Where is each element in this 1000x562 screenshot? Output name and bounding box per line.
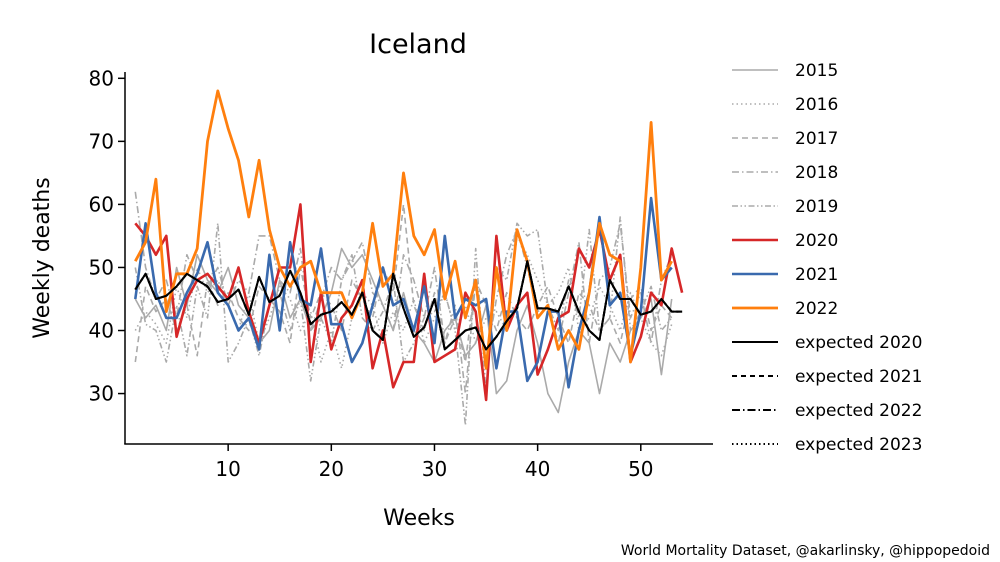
chart-title: Iceland xyxy=(369,29,467,60)
x-tick-label: 20 xyxy=(319,457,344,481)
legend-label-2022: 2022 xyxy=(795,299,838,319)
legend-label-expected-2023: expected 2023 xyxy=(795,435,922,455)
y-tick-label: 30 xyxy=(89,382,114,406)
credit-text: World Mortality Dataset, @akarlinsky, @h… xyxy=(621,543,990,559)
legend: 2015 2016 2017 2018 2019 2020 2021 2022 expected… xyxy=(732,61,922,455)
y-tick-label: 80 xyxy=(89,66,114,90)
y-ticks: 30 40 50 60 70 80 xyxy=(89,66,125,406)
series-line-expected-2022 xyxy=(134,260,683,351)
legend-label-2021: 2021 xyxy=(795,265,838,285)
legend-label-2015: 2015 xyxy=(795,61,838,81)
series-line-2019 xyxy=(134,216,673,426)
legend-label-2020: 2020 xyxy=(795,231,838,251)
series-line-2020 xyxy=(134,203,684,402)
y-tick-label: 50 xyxy=(89,255,114,279)
x-tick-label: 30 xyxy=(422,457,447,481)
x-axis-label: Weeks xyxy=(383,506,455,531)
legend-label-2019: 2019 xyxy=(795,197,838,217)
y-tick-label: 70 xyxy=(89,129,114,153)
legend-label-2017: 2017 xyxy=(795,129,838,149)
x-tick-label: 50 xyxy=(628,457,653,481)
y-axis-label: Weekly deaths xyxy=(30,177,55,338)
series-line-2017 xyxy=(134,203,673,363)
x-tick-label: 40 xyxy=(525,457,550,481)
legend-label-expected-2021: expected 2021 xyxy=(795,367,922,387)
legend-label-2016: 2016 xyxy=(795,95,838,115)
legend-label-expected-2020: expected 2020 xyxy=(795,333,922,353)
legend-label-2018: 2018 xyxy=(795,163,838,183)
x-ticks: 10 20 30 40 50 xyxy=(215,444,654,481)
x-tick-label: 10 xyxy=(215,457,240,481)
series-line-2018 xyxy=(134,191,673,395)
legend-label-expected-2022: expected 2022 xyxy=(795,401,922,421)
y-tick-label: 40 xyxy=(89,319,114,343)
y-tick-label: 60 xyxy=(89,192,114,216)
series-line-2022 xyxy=(134,89,673,370)
plot-area xyxy=(134,89,684,426)
